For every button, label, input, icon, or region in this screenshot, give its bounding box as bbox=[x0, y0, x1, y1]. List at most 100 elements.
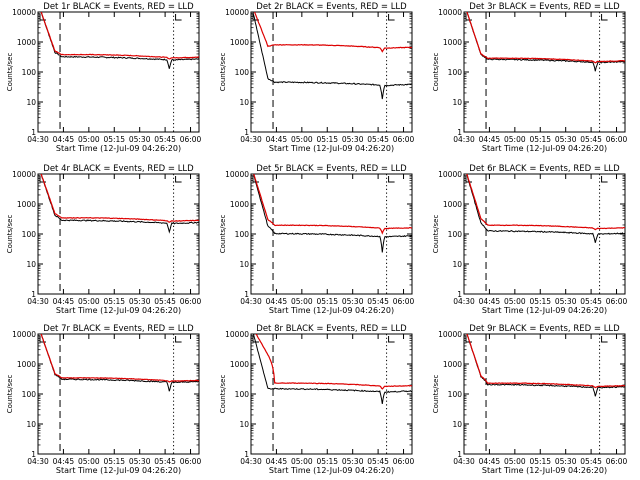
plot-frame bbox=[37, 333, 200, 455]
y-tick-label: 1000 bbox=[230, 38, 249, 47]
y-tick-label: 10 bbox=[26, 260, 36, 269]
y-tick-label: 100 bbox=[235, 68, 250, 77]
plot-frame bbox=[463, 333, 626, 455]
y-tick-label: 100 bbox=[448, 230, 463, 239]
events-series-line bbox=[252, 12, 412, 100]
y-tick-label: 10000 bbox=[225, 330, 249, 339]
saa-bracket-icon bbox=[388, 14, 395, 21]
x-axis-label: Start Time (12-Jul-09 04:26:20) bbox=[56, 144, 181, 153]
panel-title: Det 4r BLACK = Events, RED = LLD bbox=[43, 164, 194, 174]
y-axis-label: Counts/sec bbox=[6, 53, 14, 92]
y-axis-label: Counts/sec bbox=[6, 375, 14, 414]
x-tick-label: 05:30 bbox=[555, 135, 577, 144]
y-tick-label: 100 bbox=[22, 230, 37, 239]
saa-bracket-icon bbox=[175, 336, 182, 343]
x-tick-label: 04:30 bbox=[27, 135, 49, 144]
plot-frame bbox=[250, 333, 413, 455]
x-tick-label: 06:00 bbox=[393, 135, 415, 144]
y-axis-label: Counts/sec bbox=[432, 53, 440, 92]
x-tick-label: 05:15 bbox=[316, 457, 338, 466]
x-tick-label: 05:15 bbox=[103, 297, 125, 306]
saa-bracket-icon bbox=[601, 14, 608, 21]
x-tick-label: 05:45 bbox=[154, 457, 176, 466]
x-tick-label: 06:00 bbox=[180, 135, 202, 144]
x-axis-label: Start Time (12-Jul-09 04:26:20) bbox=[269, 466, 394, 475]
saa-bracket-icon bbox=[465, 176, 472, 183]
x-tick-label: 05:45 bbox=[367, 457, 389, 466]
y-tick-label: 10000 bbox=[225, 8, 249, 17]
detector-panel-7: Det 7r BLACK = Events, RED = LLD 1 10 100 10… bbox=[6, 324, 202, 475]
detector-panel-4: Det 4r BLACK = Events, RED = LLD 1 10 100 10… bbox=[6, 164, 202, 315]
lld-series-line bbox=[466, 174, 625, 231]
y-tick-label: 100 bbox=[22, 68, 37, 77]
y-tick-label: 10 bbox=[26, 420, 36, 429]
x-tick-label: 04:45 bbox=[479, 457, 501, 466]
x-axis-label: Start Time (12-Jul-09 04:26:20) bbox=[482, 144, 607, 153]
saa-bracket-icon bbox=[601, 176, 608, 183]
y-tick-label: 10 bbox=[239, 420, 249, 429]
y-tick-label: 1 bbox=[244, 450, 249, 459]
y-tick-label: 1000 bbox=[17, 200, 36, 209]
x-tick-label: 05:00 bbox=[504, 457, 526, 466]
y-tick-label: 1 bbox=[244, 128, 249, 137]
panel-title: Det 5r BLACK = Events, RED = LLD bbox=[256, 164, 407, 174]
y-axis-label: Counts/sec bbox=[6, 215, 14, 254]
panel-title: Det 3r BLACK = Events, RED = LLD bbox=[469, 2, 620, 12]
x-tick-label: 05:15 bbox=[316, 135, 338, 144]
plot-frame bbox=[37, 11, 200, 133]
x-tick-label: 05:00 bbox=[504, 297, 526, 306]
plot-frame bbox=[463, 11, 626, 133]
x-tick-label: 05:15 bbox=[316, 297, 338, 306]
lld-series-line bbox=[40, 174, 199, 223]
detector-panel-5: Det 5r BLACK = Events, RED = LLD 1 10 100 10… bbox=[219, 164, 415, 315]
x-tick-label: 04:45 bbox=[479, 297, 501, 306]
y-tick-label: 10 bbox=[452, 420, 462, 429]
y-tick-label: 1000 bbox=[230, 360, 249, 369]
x-axis-label: Start Time (12-Jul-09 04:26:20) bbox=[269, 144, 394, 153]
events-series-line bbox=[40, 334, 199, 392]
y-tick-label: 1 bbox=[31, 128, 36, 137]
x-tick-label: 04:45 bbox=[266, 135, 288, 144]
y-axis-label: Counts/sec bbox=[219, 215, 227, 254]
y-axis-label: Counts/sec bbox=[219, 53, 227, 92]
panel-title: Det 1r BLACK = Events, RED = LLD bbox=[43, 2, 194, 12]
x-tick-label: 05:45 bbox=[580, 135, 602, 144]
x-tick-label: 05:15 bbox=[103, 457, 125, 466]
detector-panel-3: Det 3r BLACK = Events, RED = LLD 1 10 100 10… bbox=[432, 2, 628, 153]
events-series-line bbox=[40, 12, 199, 69]
x-tick-label: 04:30 bbox=[240, 457, 262, 466]
x-tick-label: 04:30 bbox=[240, 297, 262, 306]
x-tick-label: 05:45 bbox=[367, 135, 389, 144]
x-tick-label: 05:00 bbox=[291, 297, 313, 306]
x-tick-label: 06:00 bbox=[393, 457, 415, 466]
x-tick-label: 04:45 bbox=[266, 457, 288, 466]
y-tick-label: 1000 bbox=[443, 38, 462, 47]
y-tick-label: 10000 bbox=[438, 330, 462, 339]
y-tick-label: 100 bbox=[235, 230, 250, 239]
x-tick-label: 05:30 bbox=[129, 135, 151, 144]
x-tick-label: 04:30 bbox=[453, 135, 475, 144]
y-tick-label: 10 bbox=[239, 260, 249, 269]
x-tick-label: 06:00 bbox=[606, 135, 628, 144]
y-tick-label: 1000 bbox=[443, 200, 462, 209]
x-tick-label: 05:00 bbox=[291, 135, 313, 144]
x-tick-label: 05:15 bbox=[529, 297, 551, 306]
lld-series-line bbox=[466, 12, 625, 64]
x-tick-label: 05:15 bbox=[529, 135, 551, 144]
x-tick-label: 05:00 bbox=[291, 457, 313, 466]
x-tick-label: 05:15 bbox=[103, 135, 125, 144]
x-tick-label: 05:45 bbox=[367, 297, 389, 306]
events-series-line bbox=[466, 334, 625, 397]
x-axis-label: Start Time (12-Jul-09 04:26:20) bbox=[56, 306, 181, 315]
panel-title: Det 7r BLACK = Events, RED = LLD bbox=[43, 324, 194, 334]
x-axis-label: Start Time (12-Jul-09 04:26:20) bbox=[56, 466, 181, 475]
x-tick-label: 04:45 bbox=[479, 135, 501, 144]
saa-bracket-icon bbox=[601, 336, 608, 343]
panel-title: Det 8r BLACK = Events, RED = LLD bbox=[256, 324, 407, 334]
y-axis-label: Counts/sec bbox=[432, 375, 440, 414]
y-tick-label: 1 bbox=[457, 450, 462, 459]
x-tick-label: 05:30 bbox=[129, 297, 151, 306]
events-series-line bbox=[466, 12, 625, 72]
lld-series-line bbox=[466, 334, 625, 389]
panel-title: Det 2r BLACK = Events, RED = LLD bbox=[256, 2, 407, 12]
